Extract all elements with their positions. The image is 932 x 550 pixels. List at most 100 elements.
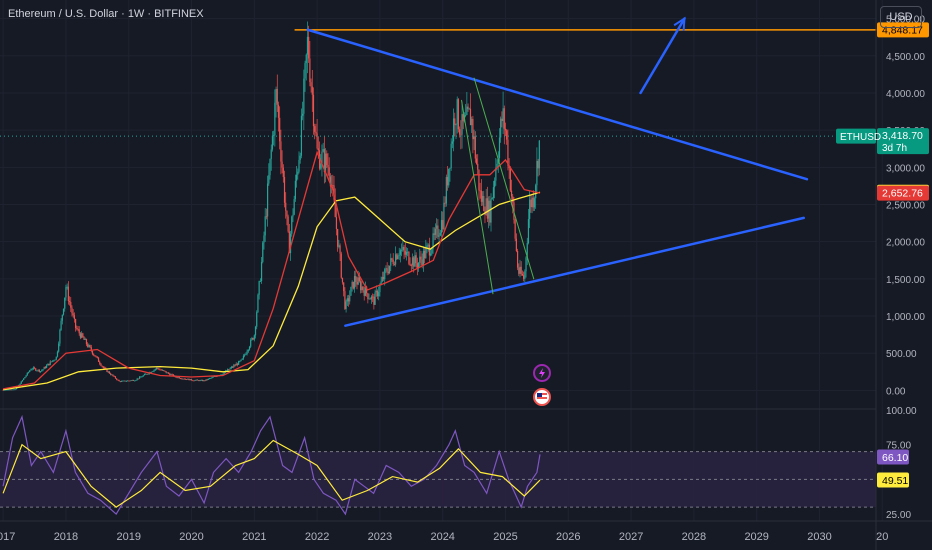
candle-body xyxy=(449,168,451,169)
candle-body xyxy=(188,378,190,381)
candle-body xyxy=(286,210,288,217)
candle-body xyxy=(472,118,474,140)
y-tick-label: 5,000.00 xyxy=(886,15,925,26)
candle-body xyxy=(498,137,501,159)
rsi-tick-label: 75.00 xyxy=(886,441,911,452)
candle-body xyxy=(15,388,18,390)
candle-body xyxy=(138,376,141,379)
triangle-upper-line[interactable] xyxy=(306,28,809,181)
ma-yellow-line xyxy=(3,191,541,391)
candle-body xyxy=(100,363,102,366)
y-tick-label: 4,000.00 xyxy=(886,89,925,100)
candle-body xyxy=(380,281,382,285)
candle-body xyxy=(21,380,24,382)
candle-body xyxy=(90,347,92,351)
candle-body xyxy=(285,202,287,211)
x-tick-label: 2019 xyxy=(116,531,140,543)
candle-body xyxy=(356,281,358,285)
candle-body xyxy=(308,36,310,59)
candle-body xyxy=(6,389,8,391)
candle-body xyxy=(317,148,319,151)
candle-body xyxy=(130,380,132,382)
candle-body xyxy=(315,131,317,134)
y-tick-label: 3,000.00 xyxy=(886,163,925,174)
currency-button[interactable]: USD xyxy=(880,6,922,28)
rsi-indicator xyxy=(2,414,541,516)
candle-body xyxy=(103,367,106,369)
candle-body xyxy=(7,389,9,391)
y-tick-label: 4,500.00 xyxy=(886,52,925,63)
candle-body xyxy=(142,375,144,377)
candle-body xyxy=(440,220,443,233)
price-tag-countdown: 3d 7h xyxy=(882,143,907,154)
x-tick-label: 2028 xyxy=(682,531,706,543)
candle-body xyxy=(137,378,139,380)
candle-body xyxy=(54,359,56,361)
green-channel-bottom-line[interactable] xyxy=(461,99,494,295)
candle-body xyxy=(3,389,5,391)
candle-body xyxy=(65,287,67,298)
candle-body xyxy=(70,302,72,308)
candle-body xyxy=(135,380,137,381)
candle-body xyxy=(132,380,135,381)
candle-body xyxy=(180,378,182,380)
arrow-up-line[interactable] xyxy=(639,17,686,95)
candle-body xyxy=(247,349,249,352)
rsi-band xyxy=(0,451,876,508)
candle-body xyxy=(248,346,251,350)
triangle-lower-line[interactable] xyxy=(344,216,806,327)
candle-body xyxy=(310,82,312,87)
candle-body xyxy=(48,363,50,366)
candle-body xyxy=(91,350,94,355)
candle-body xyxy=(363,290,365,296)
candle-body xyxy=(258,281,260,295)
candle-body xyxy=(97,357,100,362)
candle-body xyxy=(46,365,48,368)
candle-body xyxy=(512,196,514,203)
candle-body xyxy=(141,376,143,378)
candle-body xyxy=(241,358,243,360)
candle-body xyxy=(53,360,55,362)
candle-body xyxy=(216,376,218,378)
trendline-drawings[interactable] xyxy=(294,16,877,327)
candle-body xyxy=(113,375,115,377)
candle-body xyxy=(244,354,246,356)
candle-body xyxy=(420,256,422,260)
candle-body xyxy=(311,86,313,95)
candle-body xyxy=(143,374,146,376)
candle-body xyxy=(71,307,73,314)
candle-body xyxy=(492,187,495,198)
candle-body xyxy=(506,130,508,140)
arrow-head[interactable] xyxy=(673,16,686,31)
rsi-tag-value: 66.10 xyxy=(882,452,908,464)
time-axis[interactable]: 2017 2018 2019 2020 2021 2022 2023 2024 2025 2026… xyxy=(0,531,888,543)
event-icons[interactable] xyxy=(533,364,551,406)
candle-body xyxy=(466,106,468,116)
candle-body xyxy=(306,36,309,55)
candle-body xyxy=(299,155,301,160)
candle-body xyxy=(274,102,276,136)
candle-body xyxy=(52,360,54,362)
candle-body xyxy=(329,176,332,187)
candle-body xyxy=(382,276,385,280)
candle-body xyxy=(392,259,394,265)
candle-body xyxy=(155,367,158,370)
x-tick-label: 2026 xyxy=(556,531,580,543)
candle-body xyxy=(222,374,224,375)
candle-body xyxy=(223,372,225,375)
candle-body xyxy=(294,180,296,200)
candle-body xyxy=(332,185,334,187)
grid xyxy=(0,0,883,521)
candle-body xyxy=(10,389,13,391)
candle-body xyxy=(384,269,386,280)
candle-body xyxy=(82,333,84,338)
candle-body xyxy=(345,301,347,309)
green-channel-top-line[interactable] xyxy=(473,77,535,280)
candle-body xyxy=(257,294,259,313)
us-flag-event-icon[interactable] xyxy=(533,388,551,406)
candle-body xyxy=(390,258,392,266)
lightning-event-icon[interactable] xyxy=(533,364,551,382)
candle-body xyxy=(277,104,280,118)
candle-body xyxy=(79,333,82,338)
